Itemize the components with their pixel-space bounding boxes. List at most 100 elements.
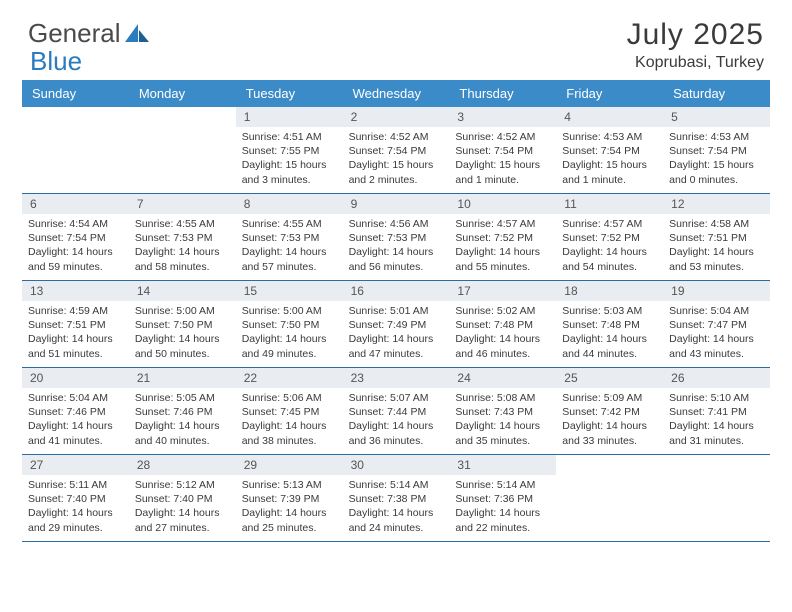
day-cell: 27Sunrise: 5:11 AM Sunset: 7:40 PM Dayli… [22,455,129,541]
title-block: July 2025 Koprubasi, Turkey [627,18,764,72]
day-number: 10 [449,194,556,214]
day-text: Sunrise: 5:02 AM Sunset: 7:48 PM Dayligh… [449,301,556,366]
day-text: Sunrise: 5:01 AM Sunset: 7:49 PM Dayligh… [343,301,450,366]
day-cell: 2Sunrise: 4:52 AM Sunset: 7:54 PM Daylig… [343,107,450,193]
day-number: 6 [22,194,129,214]
day-number: 27 [22,455,129,475]
day-number: 12 [663,194,770,214]
weeks-container: 1Sunrise: 4:51 AM Sunset: 7:55 PM Daylig… [22,107,770,542]
day-number: 19 [663,281,770,301]
week-row: 13Sunrise: 4:59 AM Sunset: 7:51 PM Dayli… [22,281,770,368]
day-cell: 1Sunrise: 4:51 AM Sunset: 7:55 PM Daylig… [236,107,343,193]
day-number: 1 [236,107,343,127]
day-number: 16 [343,281,450,301]
day-text: Sunrise: 5:04 AM Sunset: 7:47 PM Dayligh… [663,301,770,366]
day-text: Sunrise: 5:09 AM Sunset: 7:42 PM Dayligh… [556,388,663,453]
day-text: Sunrise: 5:00 AM Sunset: 7:50 PM Dayligh… [236,301,343,366]
day-number: 23 [343,368,450,388]
week-row: 20Sunrise: 5:04 AM Sunset: 7:46 PM Dayli… [22,368,770,455]
day-number: 15 [236,281,343,301]
day-text: Sunrise: 5:04 AM Sunset: 7:46 PM Dayligh… [22,388,129,453]
day-cell: 9Sunrise: 4:56 AM Sunset: 7:53 PM Daylig… [343,194,450,280]
day-cell: 19Sunrise: 5:04 AM Sunset: 7:47 PM Dayli… [663,281,770,367]
day-cell: 14Sunrise: 5:00 AM Sunset: 7:50 PM Dayli… [129,281,236,367]
day-number: 21 [129,368,236,388]
day-cell: 29Sunrise: 5:13 AM Sunset: 7:39 PM Dayli… [236,455,343,541]
day-text: Sunrise: 5:14 AM Sunset: 7:36 PM Dayligh… [449,475,556,540]
day-cell: 20Sunrise: 5:04 AM Sunset: 7:46 PM Dayli… [22,368,129,454]
day-cell: 23Sunrise: 5:07 AM Sunset: 7:44 PM Dayli… [343,368,450,454]
day-cell: 22Sunrise: 5:06 AM Sunset: 7:45 PM Dayli… [236,368,343,454]
day-text: Sunrise: 5:03 AM Sunset: 7:48 PM Dayligh… [556,301,663,366]
day-text: Sunrise: 5:11 AM Sunset: 7:40 PM Dayligh… [22,475,129,540]
day-cell: 3Sunrise: 4:52 AM Sunset: 7:54 PM Daylig… [449,107,556,193]
day-number: 29 [236,455,343,475]
day-cell: 4Sunrise: 4:53 AM Sunset: 7:54 PM Daylig… [556,107,663,193]
day-header-thu: Thursday [449,80,556,107]
day-number: 8 [236,194,343,214]
day-number: 18 [556,281,663,301]
day-cell [22,107,129,193]
header: General July 2025 Koprubasi, Turkey [0,0,792,80]
logo: General [28,18,151,49]
day-cell: 16Sunrise: 5:01 AM Sunset: 7:49 PM Dayli… [343,281,450,367]
day-number: 25 [556,368,663,388]
day-text: Sunrise: 4:58 AM Sunset: 7:51 PM Dayligh… [663,214,770,279]
calendar: Sunday Monday Tuesday Wednesday Thursday… [0,80,792,542]
logo-sail-icon [125,24,151,44]
week-row: 27Sunrise: 5:11 AM Sunset: 7:40 PM Dayli… [22,455,770,542]
day-cell [556,455,663,541]
day-number: 2 [343,107,450,127]
week-row: 1Sunrise: 4:51 AM Sunset: 7:55 PM Daylig… [22,107,770,194]
day-text: Sunrise: 4:55 AM Sunset: 7:53 PM Dayligh… [236,214,343,279]
day-text: Sunrise: 4:52 AM Sunset: 7:54 PM Dayligh… [343,127,450,192]
day-cell: 15Sunrise: 5:00 AM Sunset: 7:50 PM Dayli… [236,281,343,367]
day-text: Sunrise: 5:14 AM Sunset: 7:38 PM Dayligh… [343,475,450,540]
day-text: Sunrise: 4:51 AM Sunset: 7:55 PM Dayligh… [236,127,343,192]
day-number: 14 [129,281,236,301]
day-number: 7 [129,194,236,214]
day-text: Sunrise: 4:55 AM Sunset: 7:53 PM Dayligh… [129,214,236,279]
day-text: Sunrise: 5:12 AM Sunset: 7:40 PM Dayligh… [129,475,236,540]
day-text: Sunrise: 4:53 AM Sunset: 7:54 PM Dayligh… [663,127,770,192]
day-header-sun: Sunday [22,80,129,107]
month-title: July 2025 [627,18,764,52]
day-text: Sunrise: 4:59 AM Sunset: 7:51 PM Dayligh… [22,301,129,366]
day-text: Sunrise: 4:52 AM Sunset: 7:54 PM Dayligh… [449,127,556,192]
day-cell: 21Sunrise: 5:05 AM Sunset: 7:46 PM Dayli… [129,368,236,454]
day-number: 22 [236,368,343,388]
day-text: Sunrise: 5:13 AM Sunset: 7:39 PM Dayligh… [236,475,343,540]
day-text: Sunrise: 4:57 AM Sunset: 7:52 PM Dayligh… [449,214,556,279]
day-number: 28 [129,455,236,475]
day-number: 13 [22,281,129,301]
day-cell: 25Sunrise: 5:09 AM Sunset: 7:42 PM Dayli… [556,368,663,454]
day-cell [129,107,236,193]
day-cell: 17Sunrise: 5:02 AM Sunset: 7:48 PM Dayli… [449,281,556,367]
day-cell: 12Sunrise: 4:58 AM Sunset: 7:51 PM Dayli… [663,194,770,280]
day-text: Sunrise: 4:53 AM Sunset: 7:54 PM Dayligh… [556,127,663,192]
day-number: 24 [449,368,556,388]
day-text: Sunrise: 5:05 AM Sunset: 7:46 PM Dayligh… [129,388,236,453]
day-number: 9 [343,194,450,214]
day-cell: 8Sunrise: 4:55 AM Sunset: 7:53 PM Daylig… [236,194,343,280]
day-number: 5 [663,107,770,127]
day-header-tue: Tuesday [236,80,343,107]
day-text: Sunrise: 5:10 AM Sunset: 7:41 PM Dayligh… [663,388,770,453]
day-cell: 13Sunrise: 4:59 AM Sunset: 7:51 PM Dayli… [22,281,129,367]
day-header-sat: Saturday [663,80,770,107]
day-number: 3 [449,107,556,127]
day-cell: 5Sunrise: 4:53 AM Sunset: 7:54 PM Daylig… [663,107,770,193]
day-cell: 10Sunrise: 4:57 AM Sunset: 7:52 PM Dayli… [449,194,556,280]
day-cell: 26Sunrise: 5:10 AM Sunset: 7:41 PM Dayli… [663,368,770,454]
day-header-wed: Wednesday [343,80,450,107]
logo-word1: General [28,18,121,49]
day-cell: 6Sunrise: 4:54 AM Sunset: 7:54 PM Daylig… [22,194,129,280]
day-text: Sunrise: 5:08 AM Sunset: 7:43 PM Dayligh… [449,388,556,453]
day-number: 17 [449,281,556,301]
day-number: 4 [556,107,663,127]
logo-word2: Blue [30,46,82,77]
day-number: 20 [22,368,129,388]
day-number: 31 [449,455,556,475]
week-row: 6Sunrise: 4:54 AM Sunset: 7:54 PM Daylig… [22,194,770,281]
day-headers: Sunday Monday Tuesday Wednesday Thursday… [22,80,770,107]
